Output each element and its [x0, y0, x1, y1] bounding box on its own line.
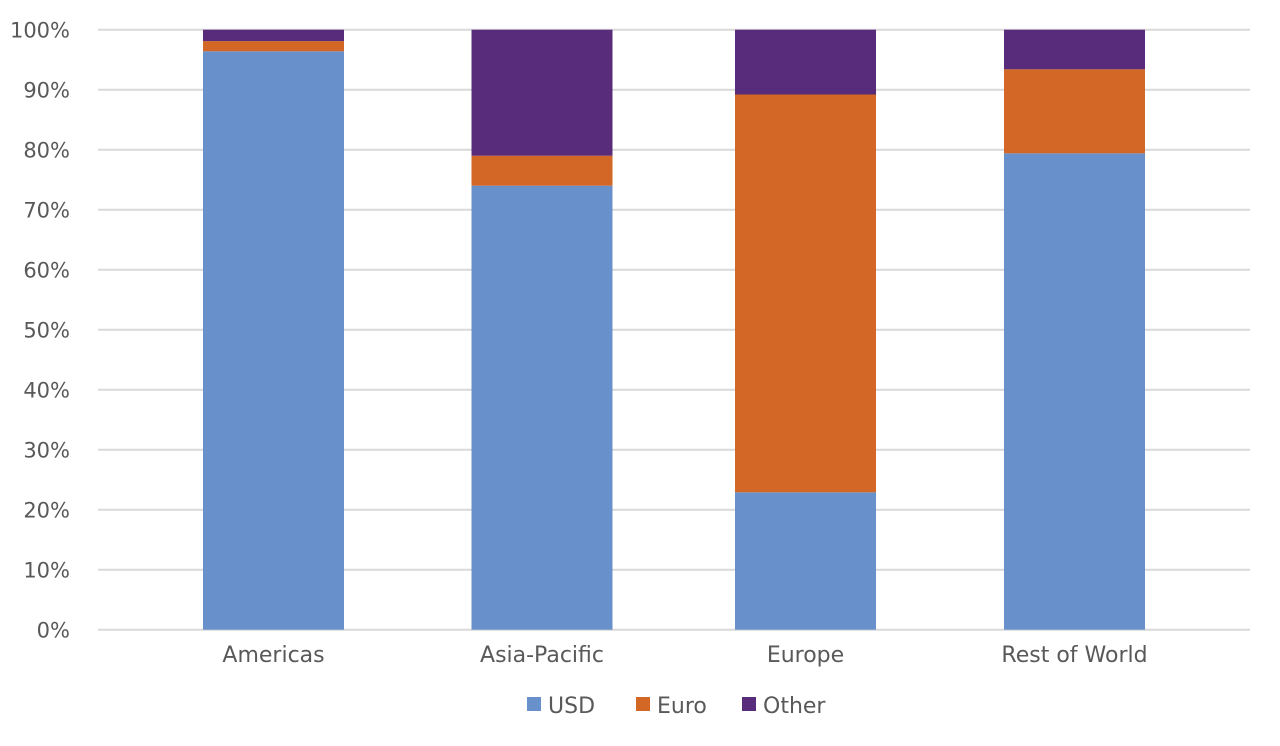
- y-tick-label: 40%: [23, 379, 70, 403]
- y-tick-label: 0%: [37, 619, 70, 643]
- y-tick-label: 20%: [23, 499, 70, 523]
- y-tick-label: 60%: [23, 259, 70, 283]
- x-tick-label: Rest of World: [1001, 643, 1147, 668]
- bar-other-asia-pacific: [471, 29, 613, 156]
- x-tick-label: Americas: [222, 643, 324, 668]
- legend-swatch-usd: [527, 697, 541, 711]
- y-tick-label: 80%: [23, 139, 70, 163]
- bar-usd-rest-of-world: [1004, 153, 1145, 630]
- legend-label-euro: Euro: [657, 694, 707, 719]
- bar-euro-rest-of-world: [1004, 69, 1145, 154]
- bar-usd-europe: [735, 492, 876, 630]
- x-tick-label: Europe: [767, 643, 844, 668]
- y-axis-ticks: 0% 10% 20% 30% 40% 50% 60% 70% 80% 90% 100%: [10, 19, 70, 643]
- bar-usd-asia-pacific: [471, 185, 613, 630]
- bar-euro-asia-pacific: [471, 155, 613, 186]
- bar-euro-europe: [735, 94, 876, 493]
- y-tick-label: 50%: [23, 319, 70, 343]
- bar-other-rest-of-world: [1004, 29, 1145, 70]
- bar-other-americas: [203, 29, 344, 42]
- bars: [203, 29, 1145, 630]
- y-tick-label: 30%: [23, 439, 70, 463]
- y-tick-label: 70%: [23, 199, 70, 223]
- legend-label-other: Other: [763, 694, 826, 719]
- legend-swatch-other: [742, 697, 756, 711]
- y-tick-label: 100%: [10, 19, 70, 43]
- bar-usd-americas: [203, 51, 344, 630]
- legend-swatch-euro: [636, 697, 650, 711]
- bar-euro-americas: [203, 41, 344, 52]
- legend-label-usd: USD: [548, 694, 595, 719]
- y-tick-label: 10%: [23, 559, 70, 583]
- x-tick-label: Asia-Pacific: [480, 643, 604, 668]
- legend: USD Euro Other: [527, 694, 826, 719]
- x-axis-ticks: Americas Asia-Pacific Europe Rest of World: [222, 643, 1147, 668]
- y-tick-label: 90%: [23, 79, 70, 103]
- bar-other-europe: [735, 29, 876, 95]
